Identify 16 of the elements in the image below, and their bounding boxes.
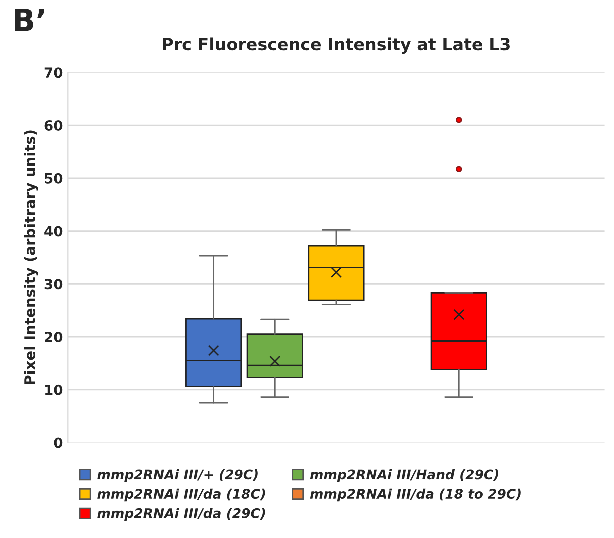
legend-label: mmp2RNAi III/Hand (29C) xyxy=(310,469,498,482)
y-tick-label: 60 xyxy=(44,120,63,131)
y-tick-label: 30 xyxy=(44,279,63,290)
y-tick-label: 10 xyxy=(46,384,63,396)
y-tick-label: 70 xyxy=(44,68,63,78)
y-tick-label: 0 xyxy=(54,438,63,448)
y-tick-label: 40 xyxy=(44,226,63,237)
legend-label: mmp2RNAi III/da (29C) xyxy=(98,508,266,521)
legend-label: mmp2RNAi III/da (18 to 29C) xyxy=(310,488,521,502)
y-axis-title: Pixel Intensity (arbitrary units) xyxy=(24,130,38,385)
legend-label: mmp2RNAi III/da (18C) xyxy=(98,488,266,502)
y-tick-label: 50 xyxy=(45,173,63,184)
text: B’ xyxy=(15,9,44,32)
y-tick-label: 20 xyxy=(45,332,63,342)
chart-title: Prc Fluorescence Intensity at Late L3 xyxy=(163,38,510,54)
legend-label: mmp2RNAi III/+ (29C) xyxy=(98,469,258,482)
